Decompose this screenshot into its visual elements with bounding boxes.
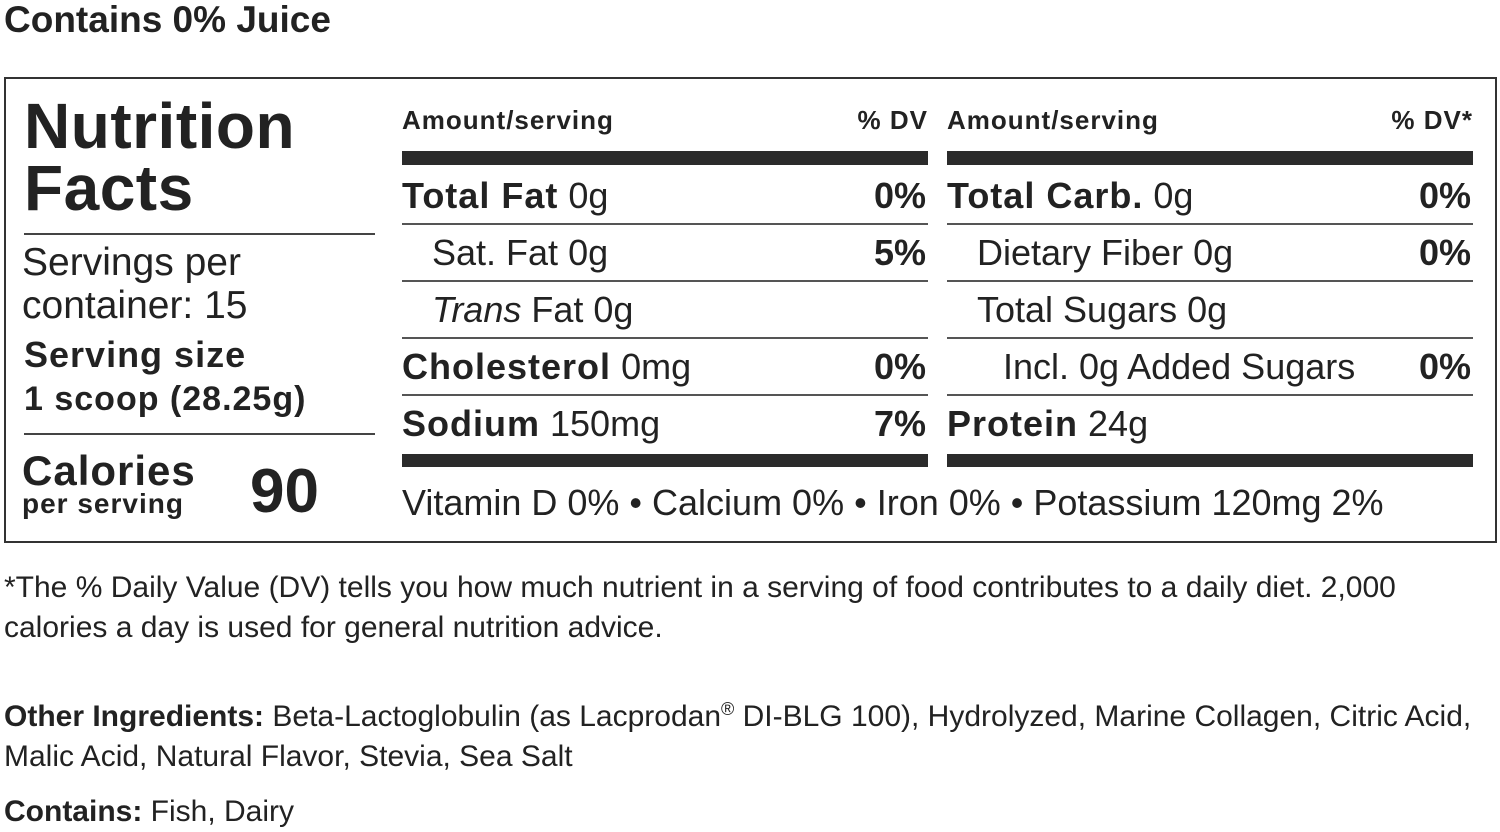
ingredients-text: Beta-Lactoglobulin (as Lacprodan: [272, 700, 722, 733]
allergens-text: Fish, Dairy: [150, 795, 295, 828]
serving-size-label: Serving size: [24, 334, 247, 375]
nutrient-name: Fat: [531, 289, 584, 330]
nutrient-name-wrap: Dietary Fiber 0g: [977, 232, 1233, 273]
nutrient-dv: 7%: [873, 403, 926, 444]
nutrient-row: Total Carb. 0g 0%: [947, 168, 1473, 225]
nutrient-dv: 0%: [1418, 346, 1471, 387]
thick-bar: [947, 454, 1473, 467]
nutrient-name: Total Fat: [402, 175, 559, 216]
calories-label: Calories: [22, 447, 196, 494]
nutrient-row: Cholesterol 0mg 0%: [402, 339, 928, 396]
nutrient-name-wrap: Sat. Fat 0g: [432, 232, 608, 273]
nutrient-name: Cholesterol: [402, 346, 612, 387]
nutrient-amount: 0g: [1187, 289, 1228, 330]
nutrient-name: Total Carb.: [947, 175, 1144, 216]
nutrient-name: Sat. Fat: [432, 232, 559, 273]
amount-header: Amount/serving: [402, 105, 614, 135]
nutrient-dv: 5%: [873, 232, 926, 273]
allergens-label: Contains:: [4, 795, 143, 828]
column-header: Amount/serving % DV: [402, 105, 928, 135]
footnote: *The % Daily Value (DV) tells you how mu…: [4, 571, 1396, 644]
nutrient-dv: 0%: [873, 346, 926, 387]
thick-bar: [947, 151, 1473, 165]
nutrient-row: Sat. Fat 0g 5%: [402, 225, 928, 282]
nutrient-row: Sodium 150mg 7%: [402, 396, 928, 451]
nutrient-name-wrap: Protein 24g: [947, 403, 1148, 444]
registered-mark: ®: [721, 699, 735, 719]
nutrient-row: Dietary Fiber 0g 0%: [947, 225, 1473, 282]
serving-size: 1 scoop (28.25g): [24, 380, 307, 418]
rule: [24, 233, 375, 235]
ingredients: Other Ingredients: Beta-Lactoglobulin (a…: [4, 689, 1484, 777]
nutrient-name-wrap: Total Carb. 0g: [947, 175, 1193, 216]
nutrient-name-wrap: Total Fat 0g: [402, 175, 608, 216]
nutrient-name-wrap: Sodium 150mg: [402, 403, 660, 444]
calories-sub: per serving: [22, 488, 184, 519]
nutrient-amount: 0g: [568, 175, 609, 216]
nutrient-name-wrap: Trans Fat 0g: [432, 289, 633, 330]
nutrition-label: Nutrition Facts Servings per container: …: [4, 77, 1497, 543]
nutrient-amount: 0g: [568, 232, 609, 273]
nutrient-amount: 0g: [1193, 232, 1234, 273]
nutrient-name: Dietary Fiber: [977, 232, 1184, 273]
ingredients-text: DI-BLG 100), Hydrolyzed, Marine Collagen…: [4, 700, 1472, 773]
nutrient-row: Trans Fat 0g: [402, 282, 928, 339]
calories: 90: [250, 457, 319, 526]
nutrient-name: Sodium: [402, 403, 540, 444]
nutrient-amount: 24g: [1088, 403, 1149, 444]
nutrient-amount: 150mg: [550, 403, 661, 444]
nutrient-amount: 0g: [1153, 175, 1194, 216]
nutrient-row: Total Sugars 0g: [947, 282, 1473, 339]
thick-bar: [402, 454, 928, 467]
nutrient-amount: 0mg: [621, 346, 692, 387]
nutrient-row: Incl. 0g Added Sugars 0%: [947, 339, 1473, 396]
juice-note: Contains 0% Juice: [4, 0, 331, 40]
nutrient-dv: 0%: [1418, 232, 1471, 273]
servings: Servings per container: 15: [22, 241, 248, 327]
column-header: Amount/serving % DV*: [947, 105, 1473, 135]
amount-header: Amount/serving: [947, 105, 1159, 135]
nutrient-name: Incl. 0g Added Sugars: [1003, 346, 1356, 387]
nutrient-name-italic: Trans: [432, 289, 522, 330]
dv-header: % DV*: [1391, 105, 1473, 135]
label-title: Nutrition Facts: [24, 90, 296, 224]
nutrient-amount: 0g: [593, 289, 634, 330]
allergens: Contains: Fish, Dairy: [4, 792, 1484, 832]
ingredients-label: Other Ingredients:: [4, 700, 265, 733]
dv-header: % DV: [857, 105, 928, 135]
nutrient-column: Amount/serving% DV* Total Carb. 0g 0% Dieta…: [947, 79, 1473, 467]
nutrient-row: Protein 24g: [947, 396, 1473, 451]
vitamins: Vitamin D 0% • Calcium 0% • Iron 0% • Po…: [402, 482, 1384, 523]
nutrient-name-wrap: Total Sugars 0g: [977, 289, 1227, 330]
nutrient-dv: 0%: [1418, 175, 1471, 216]
nutrient-name: Protein: [947, 403, 1079, 444]
rule: [24, 433, 375, 435]
nutrient-name: Total Sugars: [977, 289, 1178, 330]
nutrient-column: Amount/serving % DV Total Fat 0g 0% Sat. Fat…: [402, 79, 928, 467]
nutrient-name-wrap: Cholesterol 0mg: [402, 346, 691, 387]
nutrient-name-wrap: Incl. 0g Added Sugars: [1003, 346, 1355, 387]
thick-bar: [402, 151, 928, 165]
nutrient-dv: 0%: [873, 175, 926, 216]
nutrient-row: Total Fat 0g 0%: [402, 168, 928, 225]
